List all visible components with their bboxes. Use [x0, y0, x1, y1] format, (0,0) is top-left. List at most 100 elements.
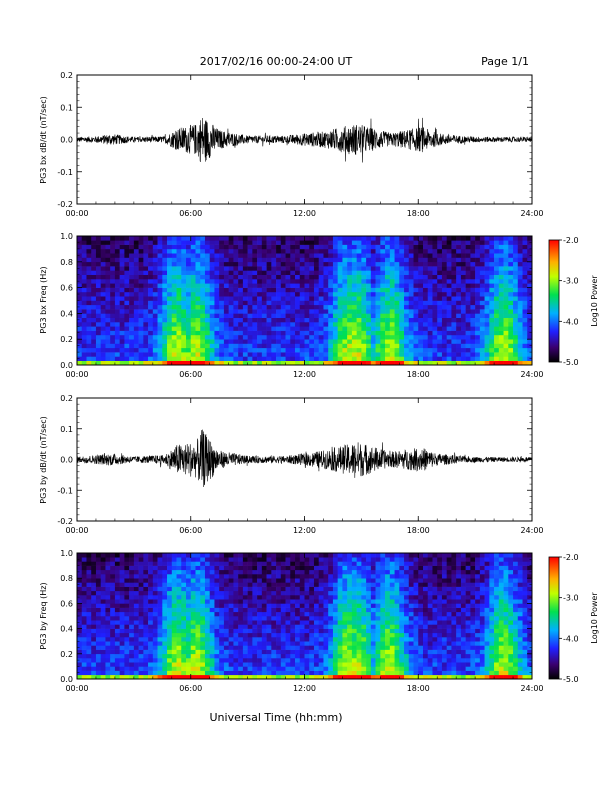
spectrogram-cell	[380, 322, 386, 327]
spectrogram-cell	[86, 304, 92, 310]
spectrogram-cell	[171, 274, 177, 280]
spectrogram-cell	[285, 674, 291, 680]
spectrogram-cell	[408, 339, 414, 344]
spectrogram-cell	[105, 240, 111, 245]
spectrogram-cell	[214, 334, 220, 340]
spectrogram-cell	[143, 653, 149, 659]
spectrogram-cell	[261, 616, 267, 621]
spectrogram-cell	[105, 253, 111, 258]
spectrogram-cell	[361, 287, 367, 293]
spectrogram-cell	[323, 561, 329, 566]
spectrogram-cell	[247, 569, 253, 575]
spectrogram-cell	[148, 611, 154, 617]
spectrogram-cell	[138, 674, 144, 680]
spectrogram-cell	[95, 287, 101, 293]
spectrogram-cell	[328, 653, 334, 659]
spectrogram-cell	[276, 586, 282, 592]
spectrogram-cell	[209, 326, 215, 331]
spectrogram-cell	[380, 317, 386, 323]
spectrogram-cell	[186, 261, 192, 267]
spectrogram-cell	[223, 339, 229, 344]
spectrogram-cell	[233, 248, 239, 254]
spectrogram-cell	[190, 326, 196, 331]
spectrogram-cell	[271, 616, 277, 621]
spectrogram-cell	[465, 287, 471, 293]
spectrogram-cell	[176, 313, 182, 318]
spectrogram-cell	[318, 607, 324, 613]
spectrogram-cell	[223, 309, 229, 314]
spectrogram-cell	[105, 326, 111, 331]
spectrogram-cell	[332, 253, 338, 258]
spectrogram-cell	[299, 658, 305, 663]
spectrogram-cell	[342, 240, 348, 245]
spectrogram-cell	[347, 649, 353, 655]
spectrogram-cell	[228, 304, 234, 310]
spectrogram-cell	[157, 309, 163, 314]
spectrogram-cell	[238, 287, 244, 293]
spectrogram-cell	[133, 662, 139, 667]
spectrogram-cell	[171, 620, 177, 625]
spectrogram-cell	[337, 313, 343, 318]
spectrogram-cell	[238, 649, 244, 655]
spectrogram-cell	[299, 574, 305, 579]
spectrogram-cell	[200, 304, 206, 310]
spectrogram-cell	[124, 317, 130, 323]
spectrogram-cell	[162, 607, 168, 613]
spectrogram-cell	[114, 360, 120, 366]
x-tick-label: 18:00	[407, 526, 430, 535]
spectrogram-cell	[233, 300, 239, 306]
spectrogram-cell	[114, 599, 120, 604]
spectrogram-cell	[404, 244, 410, 250]
spectrogram-cell	[351, 326, 357, 331]
spectrogram-cell	[380, 240, 386, 245]
spectrogram-cell	[332, 582, 338, 587]
spectrogram-cell	[475, 261, 481, 267]
spectrogram-cell	[143, 300, 149, 306]
spectrogram-cell	[247, 326, 253, 331]
spectrogram-cell	[233, 590, 239, 596]
spectrogram-cell	[342, 557, 348, 562]
spectrogram-cell	[219, 628, 225, 634]
spectrogram-cell	[105, 274, 111, 280]
spectrogram-cell	[247, 641, 253, 646]
spectrogram-cell	[114, 352, 120, 357]
spectrogram-cell	[437, 283, 443, 288]
spectrogram-cell	[152, 603, 158, 608]
spectrogram-cell	[309, 274, 315, 280]
spectrogram-cell	[299, 236, 305, 241]
spectrogram-cell	[252, 343, 258, 349]
spectrogram-cell	[513, 356, 519, 361]
spectrogram-cell	[290, 632, 296, 638]
spectrogram-cell	[479, 270, 485, 275]
spectrogram-cell	[238, 330, 244, 336]
spectrogram-cell	[100, 244, 106, 250]
spectrogram-cell	[285, 586, 291, 592]
spectrogram-cell	[148, 270, 154, 275]
spectrogram-cell	[100, 287, 106, 293]
spectrogram-cell	[209, 248, 215, 254]
spectrogram-cell	[437, 248, 443, 254]
spectrogram-cell	[152, 620, 158, 625]
spectrogram-cell	[91, 666, 97, 671]
spectrogram-cell	[186, 322, 192, 327]
spectrogram-cell	[356, 283, 362, 288]
spectrogram-cell	[361, 283, 367, 288]
spectrogram-cell	[252, 670, 258, 676]
spectrogram-cell	[242, 309, 248, 314]
spectrogram-cell	[465, 343, 471, 349]
bx-colorbar-ticks: -2.0-3.0-4.0-5.0	[559, 236, 579, 367]
spectrogram-cell	[342, 253, 348, 258]
spectrogram-cell	[124, 313, 130, 318]
spectrogram-cell	[328, 300, 334, 306]
spectrogram-cell	[77, 317, 83, 323]
spectrogram-cell	[361, 236, 367, 241]
spectrogram-cell	[204, 624, 211, 629]
spectrogram-cell	[233, 553, 239, 558]
x-tick-label: 12:00	[293, 370, 316, 379]
spectrogram-cell	[143, 317, 149, 323]
spectrogram-cell	[167, 662, 173, 667]
spectrogram-cell	[366, 291, 372, 297]
spectrogram-cell	[181, 236, 187, 241]
spectrogram-cell	[370, 339, 376, 344]
